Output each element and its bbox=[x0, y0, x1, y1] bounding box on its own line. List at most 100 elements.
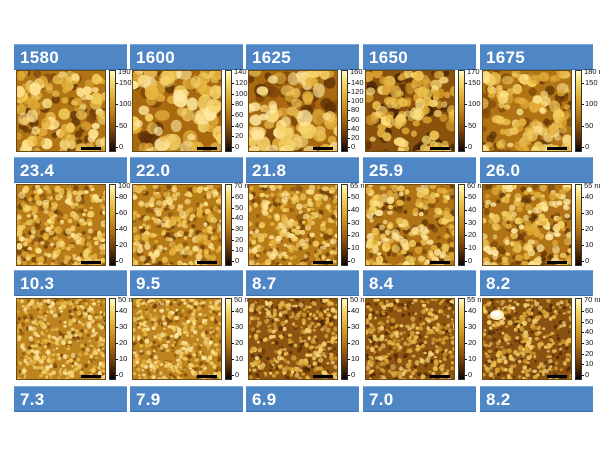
colorbar-tick-mark bbox=[232, 359, 234, 360]
colorbar-tick-label: 20 bbox=[351, 338, 360, 347]
colorbar-tick-mark bbox=[116, 375, 118, 376]
colorbar-tick-mark bbox=[465, 209, 467, 211]
scale-bar bbox=[430, 261, 450, 264]
colorbar-tick-label: 20 bbox=[585, 348, 594, 358]
afm-panel-r1-c3: 160 nm 140 120 100 80 60 40 20 0 bbox=[248, 68, 375, 152]
colorbar-max-label: 100 nm bbox=[118, 181, 144, 190]
colorbar-tick-mark bbox=[232, 375, 234, 376]
colorbar-tick-label: 80 bbox=[351, 105, 360, 115]
colorbar-tick-mark bbox=[348, 147, 350, 148]
colorbar-max-label: 55 nm bbox=[584, 181, 600, 190]
band-label: 22.0 bbox=[136, 161, 171, 180]
colorbar-tick-label: 20 bbox=[468, 230, 477, 240]
afm-panel-r3-c3: 50 nm 40 30 20 10 0 bbox=[248, 296, 371, 380]
colorbar-tick-label: 20 bbox=[235, 131, 244, 141]
colorbar-tick-label: 60 bbox=[585, 306, 594, 315]
colorbar-tick-label: 80 bbox=[119, 192, 128, 201]
colorbar-tick-mark bbox=[582, 125, 584, 127]
colorbar-tick-label: 30 bbox=[585, 208, 594, 217]
band-label: 8.2 bbox=[486, 274, 511, 293]
colorbar-tick-mark bbox=[465, 327, 467, 328]
colorbar-tick-label: 30 bbox=[235, 224, 244, 233]
colorbar-tick-mark bbox=[465, 248, 467, 250]
colorbar-max-label: 70 nm bbox=[234, 181, 255, 190]
colorbar-tick-label: 0 bbox=[351, 142, 356, 151]
colorbar-tick-mark bbox=[465, 343, 467, 344]
colorbar-tick-mark bbox=[232, 239, 234, 241]
bottom-header-5: 8.2 bbox=[480, 386, 593, 412]
band-label: 8.4 bbox=[369, 274, 394, 293]
colorbar-tick-label: 120 bbox=[235, 78, 248, 87]
colorbar-tick-label: 0 bbox=[119, 256, 124, 265]
colorbar-tick-label: 10 bbox=[351, 354, 360, 363]
colorbar-tick-mark bbox=[232, 136, 234, 138]
height-colorbar bbox=[575, 70, 582, 152]
afm-panel-r2-c2: 70 nm 60 50 40 30 20 10 0 bbox=[132, 182, 255, 266]
band-label: 7.0 bbox=[369, 390, 394, 409]
afm-height-image bbox=[132, 70, 222, 152]
colorbar-tick-mark bbox=[582, 197, 584, 198]
colorbar-tick-mark bbox=[582, 364, 584, 366]
colorbar-tick-label: 40 bbox=[119, 224, 128, 233]
colorbar-tick-mark bbox=[116, 327, 118, 328]
colorbar-tick-label: 10 bbox=[585, 359, 594, 369]
colorbar-tick-label: 40 bbox=[585, 192, 594, 201]
colorbar-tick-mark bbox=[232, 261, 234, 262]
colorbar-tick-mark bbox=[232, 83, 234, 84]
colorbar-tick-label: 0 bbox=[585, 370, 590, 379]
colorbar-tick-mark bbox=[465, 147, 467, 148]
afm-panel-r2-c1: 100 nm 80 60 40 20 0 bbox=[16, 182, 143, 266]
afm-height-image bbox=[248, 184, 338, 266]
colorbar-tick-label: 40 bbox=[235, 306, 244, 315]
band-label: 21.8 bbox=[252, 161, 287, 180]
colorbar-tick-label: 0 bbox=[585, 142, 590, 151]
colorbar-tick-mark bbox=[348, 197, 350, 198]
colorbar-tick-label: 40 bbox=[351, 123, 360, 133]
colorbar-tick-label: 120 bbox=[351, 87, 364, 97]
scale-bar bbox=[430, 375, 450, 378]
row-1-header-3: 1625 bbox=[246, 44, 359, 70]
colorbar-tick-label: 0 bbox=[119, 370, 124, 379]
colorbar-tick-mark bbox=[232, 327, 234, 328]
colorbar-tick-mark bbox=[348, 311, 350, 312]
height-colorbar bbox=[341, 298, 348, 380]
band-label: 1650 bbox=[369, 48, 409, 67]
colorbar-tick-label: 100 bbox=[585, 99, 598, 109]
colorbar-tick-label: 10 bbox=[119, 354, 128, 363]
colorbar-max-label: 65 nm bbox=[350, 181, 371, 190]
colorbar-tick-label: 20 bbox=[351, 230, 360, 240]
row-2-header-3: 21.8 bbox=[246, 157, 359, 183]
colorbar-tick-label: 40 bbox=[468, 306, 477, 315]
colorbar-tick-label: 80 bbox=[235, 99, 244, 109]
band-label: 8.7 bbox=[252, 274, 277, 293]
colorbar-tick-label: 60 bbox=[235, 192, 244, 201]
colorbar-tick-mark bbox=[348, 375, 350, 376]
row-1-header-2: 1600 bbox=[130, 44, 243, 70]
colorbar-tick-mark bbox=[582, 245, 584, 246]
row-2-header-2: 22.0 bbox=[130, 157, 243, 183]
colorbar-tick-mark bbox=[582, 213, 584, 214]
height-colorbar bbox=[341, 184, 348, 266]
row-2-header-1: 23.4 bbox=[14, 157, 127, 183]
colorbar-tick-mark bbox=[232, 125, 234, 127]
colorbar-tick-mark bbox=[465, 83, 467, 84]
row-3-header-4: 8.4 bbox=[363, 270, 476, 296]
colorbar-tick-mark bbox=[465, 311, 467, 312]
colorbar-max-label: 50 nm bbox=[234, 295, 255, 304]
afm-panel-r1-c2: 140 nm 120 100 80 60 40 20 0 bbox=[132, 68, 259, 152]
colorbar-tick-mark bbox=[348, 222, 350, 224]
band-label: 26.0 bbox=[486, 161, 521, 180]
scale-bar bbox=[81, 261, 101, 264]
colorbar-tick-mark bbox=[582, 332, 584, 334]
colorbar-tick-label: 50 bbox=[351, 192, 360, 201]
band-label: 23.4 bbox=[20, 161, 55, 180]
band-label: 1580 bbox=[20, 48, 60, 67]
colorbar-tick-label: 40 bbox=[235, 120, 244, 130]
colorbar-tick-mark bbox=[116, 213, 118, 214]
colorbar-tick-mark bbox=[465, 261, 467, 262]
afm-panel-r1-c1: 190 nm 150 100 50 0 bbox=[16, 68, 143, 152]
colorbar-tick-mark bbox=[116, 104, 118, 106]
colorbar-tick-label: 150 bbox=[468, 78, 481, 87]
colorbar-tick-mark bbox=[232, 218, 234, 220]
